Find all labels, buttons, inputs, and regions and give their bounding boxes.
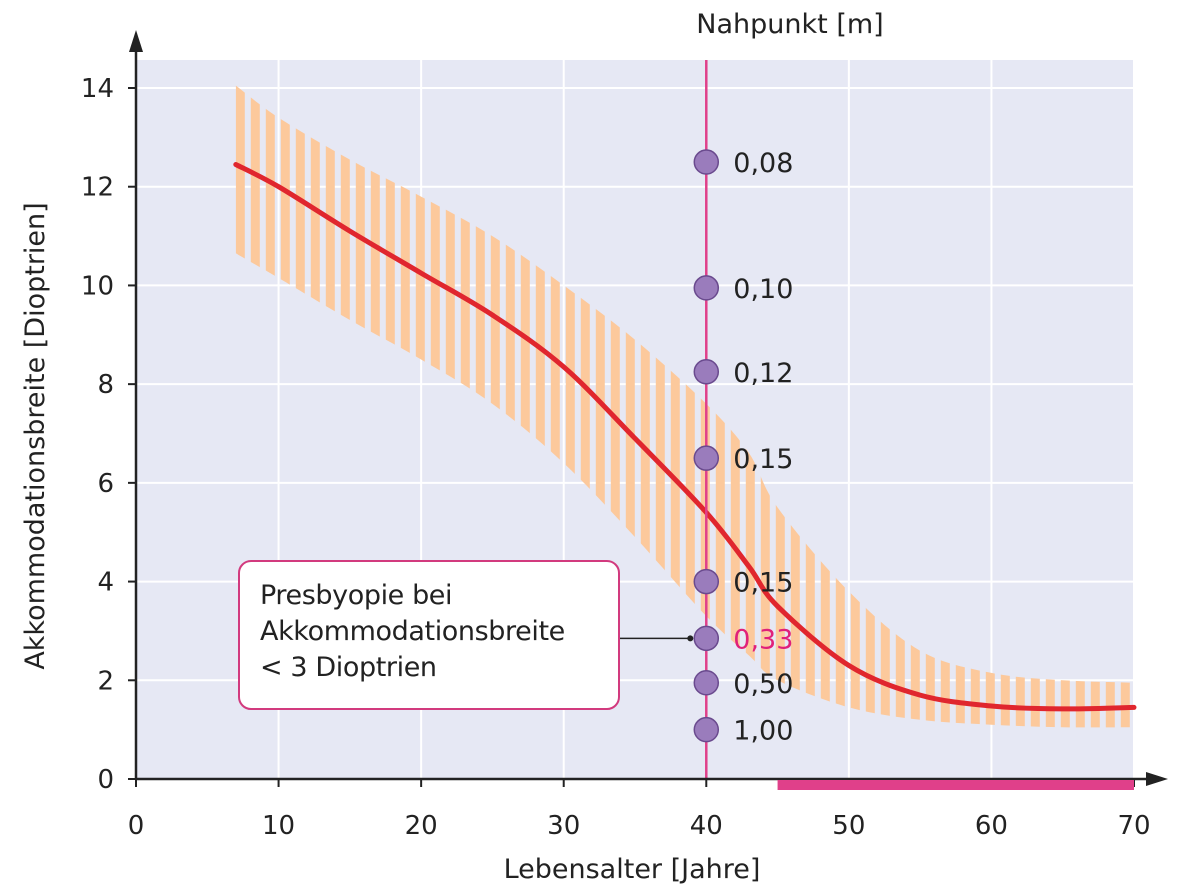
band-stripe (580, 85, 590, 728)
callout-line-3: < 3 Dioptrien (260, 652, 437, 683)
nahpunkt-marker (693, 149, 720, 175)
callout-pointer-dot (687, 635, 694, 642)
band-stripe (685, 85, 695, 728)
callout-line-1: Presbyopie bei (260, 580, 453, 611)
x-tick-label: 50 (832, 811, 865, 841)
band-stripe (595, 85, 605, 728)
nahpunkt-label: 0,33 (733, 624, 793, 655)
band-stripe (670, 85, 680, 728)
x-tick-label: 30 (547, 811, 580, 841)
y-axis-arrow (129, 30, 143, 52)
y-tick-label: 10 (81, 271, 114, 301)
tick-labels: 0 10 20 30 40 50 60 70 0 2 4 6 8 10 12 14 (81, 74, 1151, 841)
x-tick-label: 0 (128, 811, 145, 841)
nahpunkt-label: 0,10 (733, 274, 793, 305)
presbyopia-callout: Presbyopie bei Akkommodationsbreite < 3 … (238, 560, 620, 710)
x-tick-label: 40 (690, 811, 723, 841)
band-stripe (520, 85, 530, 728)
band-stripe (565, 85, 575, 728)
x-tick-label: 70 (1117, 811, 1150, 841)
nahpunkt-marker (693, 716, 720, 743)
x-tick-label: 60 (975, 811, 1008, 841)
y-tick-label: 12 (81, 173, 114, 203)
band-stripe (535, 85, 545, 728)
y-tick-label: 2 (97, 666, 114, 696)
x-axis-label: Lebensalter [Jahre] (504, 854, 761, 885)
x-axis-arrow (1146, 772, 1168, 786)
nahpunkt-label: 0,50 (733, 669, 793, 700)
y-tick-label: 8 (97, 370, 114, 400)
band-stripe (610, 85, 620, 728)
nahpunkt-label: 0,15 (733, 568, 793, 599)
band-stripe (655, 85, 665, 728)
nahpunkt-label: 1,00 (733, 716, 793, 747)
nahpunkt-label: 0,08 (733, 148, 793, 179)
nahpunkt-marker (693, 359, 720, 385)
nahpunkt-axis-label: Nahpunkt [m] (696, 9, 883, 40)
callout-line-2: Akkommodationsbreite (260, 616, 565, 647)
nahpunkt-label: 0,12 (733, 358, 793, 389)
nahpunkt-marker (693, 568, 720, 595)
x-tick-label: 20 (405, 811, 438, 841)
nahpunkt-markers: 0,08 0,10 0,12 0,15 0,15 0,33 0,50 1,00 (693, 148, 793, 747)
x-tick-label: 10 (262, 811, 295, 841)
band-stripe (550, 85, 560, 728)
nahpunkt-marker (693, 275, 720, 301)
y-tick-label: 0 (97, 765, 114, 795)
y-tick-label: 14 (81, 74, 114, 104)
y-tick-label: 6 (97, 469, 114, 499)
accommodation-curve (233, 162, 1137, 712)
band-stripe (625, 85, 635, 728)
y-tick-label: 4 (97, 568, 114, 598)
nahpunkt-marker (693, 670, 720, 696)
presbyopia-age-range-bar (777, 780, 1134, 790)
nahpunkt-label: 0,15 (733, 444, 793, 475)
nahpunkt-marker (693, 445, 720, 471)
band-stripe (505, 85, 515, 728)
y-axis-label: Akkommodationsbreite [Dioptrien] (20, 202, 51, 669)
nahpunkt-marker (693, 625, 720, 652)
band-stripe (640, 85, 650, 728)
